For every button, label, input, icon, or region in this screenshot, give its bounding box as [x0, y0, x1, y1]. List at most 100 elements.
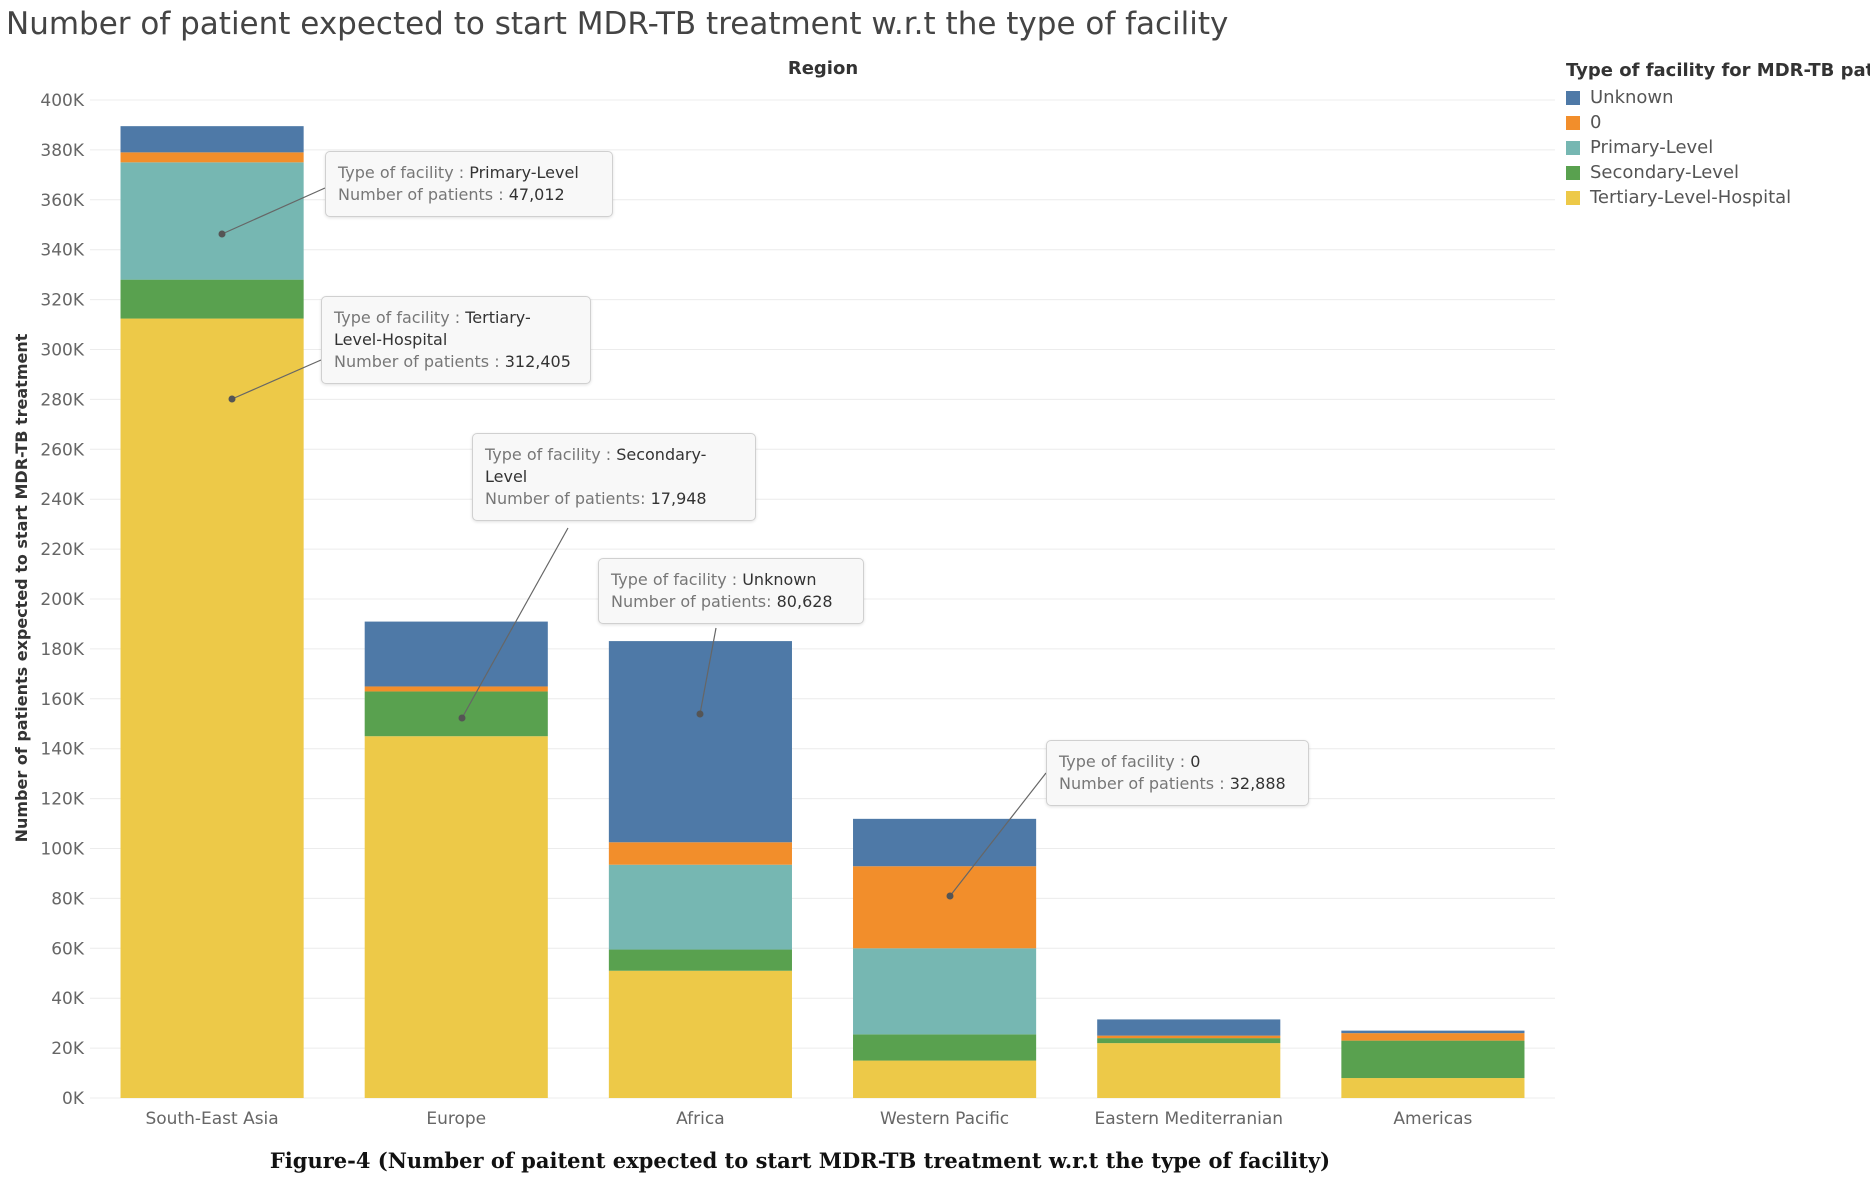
x-axis-title: Region	[788, 58, 858, 79]
bar-segment-primary-level-3[interactable]	[853, 948, 1037, 1035]
bar-segment-secondary-level-3[interactable]	[853, 1034, 1037, 1061]
x-tick-label: Eastern Mediterranian	[1094, 1109, 1283, 1129]
tooltip-patients-label: Number of patients:	[611, 592, 777, 611]
annotation-leaders	[218, 187, 1047, 900]
legend-item[interactable]: Primary-Level	[1566, 135, 1870, 160]
y-tick-label: 80K	[51, 889, 85, 909]
y-tick-label: 60K	[51, 939, 85, 959]
tooltip-patients-value: 17,948	[650, 489, 707, 508]
y-axis-title: Number of patients expected to start MDR…	[12, 333, 31, 842]
tooltip-patients-value: 80,628	[776, 592, 833, 611]
annotation-leader	[221, 187, 326, 235]
x-tick-label: Africa	[676, 1109, 725, 1129]
legend-title: Type of facility for MDR-TB patients	[1566, 60, 1870, 81]
x-tick-label: South-East Asia	[145, 1109, 278, 1129]
bar-segment-0-3[interactable]	[853, 866, 1037, 949]
bar-segment-0-2[interactable]	[608, 842, 792, 865]
bar-segment-primary-level-2[interactable]	[608, 864, 792, 950]
tooltip-facility-value: Secondary-Level	[485, 445, 707, 486]
legend-label: Primary-Level	[1590, 137, 1714, 158]
legend-items: Unknown 0 Primary-Level Secondary-Level Tert…	[1566, 85, 1870, 210]
bar-segment-tertiary-level-hospital-0[interactable]	[120, 318, 304, 1098]
x-axis-ticks: South-East Asia Europe Africa Western Pacif…	[145, 1109, 1472, 1129]
bar-segment-secondary-level-0[interactable]	[120, 279, 304, 319]
y-tick-label: 100K	[40, 840, 84, 860]
tooltip-patients-label: Number of patients :	[338, 185, 509, 204]
legend-swatch	[1566, 165, 1580, 180]
y-tick-label: 0K	[62, 1089, 85, 1109]
tooltip-patients-label: Number of patients :	[1059, 774, 1230, 793]
annotation-point	[228, 395, 236, 403]
annotation-tooltip: Type of facility : 0 Number of patients :…	[1046, 740, 1309, 806]
tooltip-facility-value: 0	[1190, 752, 1201, 771]
legend: Type of facility for MDR-TB patients Unk…	[1566, 60, 1870, 210]
legend-item[interactable]: Secondary-Level	[1566, 160, 1870, 185]
tooltip-facility-label: Type of facility :	[334, 308, 466, 327]
bar-segment-secondary-level-1[interactable]	[364, 691, 548, 737]
legend-item[interactable]: Tertiary-Level-Hospital	[1566, 185, 1870, 210]
bar-stacks	[120, 126, 1525, 1098]
bar-segment-tertiary-level-hospital-2[interactable]	[608, 970, 792, 1098]
legend-label: Tertiary-Level-Hospital	[1590, 187, 1792, 208]
annotation-leader	[231, 359, 322, 400]
bar-segment-0-1[interactable]	[364, 686, 548, 692]
bar-segment-unknown-0[interactable]	[120, 126, 304, 153]
y-tick-label: 300K	[40, 341, 84, 361]
annotation-point	[696, 710, 704, 718]
y-tick-label: 340K	[40, 241, 84, 261]
bar-segment-secondary-level-4[interactable]	[1097, 1038, 1281, 1044]
bar-segment-unknown-4[interactable]	[1097, 1019, 1281, 1036]
bar-segment-0-4[interactable]	[1097, 1035, 1281, 1039]
tooltip-facility-label: Type of facility :	[611, 570, 743, 589]
tooltip-patients-label: Number of patients :	[334, 352, 505, 371]
tooltip-patients-value: 32,888	[1229, 774, 1286, 793]
bar-segment-secondary-level-2[interactable]	[608, 949, 792, 971]
legend-label: 0	[1590, 112, 1602, 133]
bar-segment-tertiary-level-hospital-5[interactable]	[1341, 1078, 1525, 1098]
bar-segment-primary-level-0[interactable]	[120, 162, 304, 280]
tooltip-facility-label: Type of facility :	[1059, 752, 1191, 771]
legend-swatch	[1566, 190, 1580, 205]
tooltip-facility-value: Tertiary-Level-Hospital	[334, 308, 531, 349]
y-axis-ticks: 0K 20K 40K 60K 80K 100K 120K 140K 160K 180K 200K 22…	[40, 91, 84, 1109]
y-tick-label: 140K	[40, 740, 84, 760]
y-tick-label: 200K	[40, 590, 84, 610]
tooltip-facility-label: Type of facility :	[338, 163, 470, 182]
tooltip-facility-value: Unknown	[742, 570, 817, 589]
legend-label: Secondary-Level	[1590, 162, 1740, 183]
annotation-tooltip: Type of facility : Primary-Level Number o…	[325, 151, 613, 217]
legend-swatch	[1566, 90, 1580, 105]
x-tick-label: Western Pacific	[880, 1109, 1009, 1129]
bar-segment-unknown-5[interactable]	[1341, 1030, 1525, 1034]
annotation-point	[946, 892, 954, 900]
y-tick-label: 280K	[40, 390, 84, 410]
bar-segment-tertiary-level-hospital-1[interactable]	[364, 736, 548, 1098]
y-tick-label: 320K	[40, 291, 84, 311]
legend-item[interactable]: 0	[1566, 110, 1870, 135]
bar-segment-unknown-2[interactable]	[608, 641, 792, 843]
y-tick-label: 360K	[40, 191, 84, 211]
legend-item[interactable]: Unknown	[1566, 85, 1870, 110]
y-tick-label: 260K	[40, 440, 84, 460]
bar-segment-unknown-1[interactable]	[364, 621, 548, 687]
annotation-leader	[461, 527, 569, 719]
bar-segment-unknown-3[interactable]	[853, 818, 1037, 867]
y-tick-label: 40K	[51, 989, 85, 1009]
annotation-tooltip: Type of facility : Secondary-Level Number…	[472, 433, 756, 521]
y-tick-label: 120K	[40, 790, 84, 810]
annotation-tooltip: Type of facility : Unknown Number of pati…	[598, 558, 864, 624]
bar-segment-secondary-level-5[interactable]	[1341, 1040, 1525, 1079]
bar-segment-0-0[interactable]	[120, 152, 304, 163]
annotation-point	[458, 714, 466, 722]
annotation-point	[218, 230, 226, 238]
bar-segment-tertiary-level-hospital-3[interactable]	[853, 1060, 1037, 1098]
figure-caption: Figure-4 (Number of paitent expected to …	[269, 1148, 1331, 1173]
x-tick-label: Europe	[426, 1109, 486, 1129]
bar-segment-0-5[interactable]	[1341, 1033, 1525, 1041]
annotation-tooltip: Type of facility : Tertiary-Level-Hospit…	[321, 296, 591, 384]
chart-title: Number of patient expected to start MDR-…	[6, 6, 1229, 42]
y-tick-label: 240K	[40, 490, 84, 510]
bar-segment-tertiary-level-hospital-4[interactable]	[1097, 1043, 1281, 1098]
legend-swatch	[1566, 140, 1580, 155]
